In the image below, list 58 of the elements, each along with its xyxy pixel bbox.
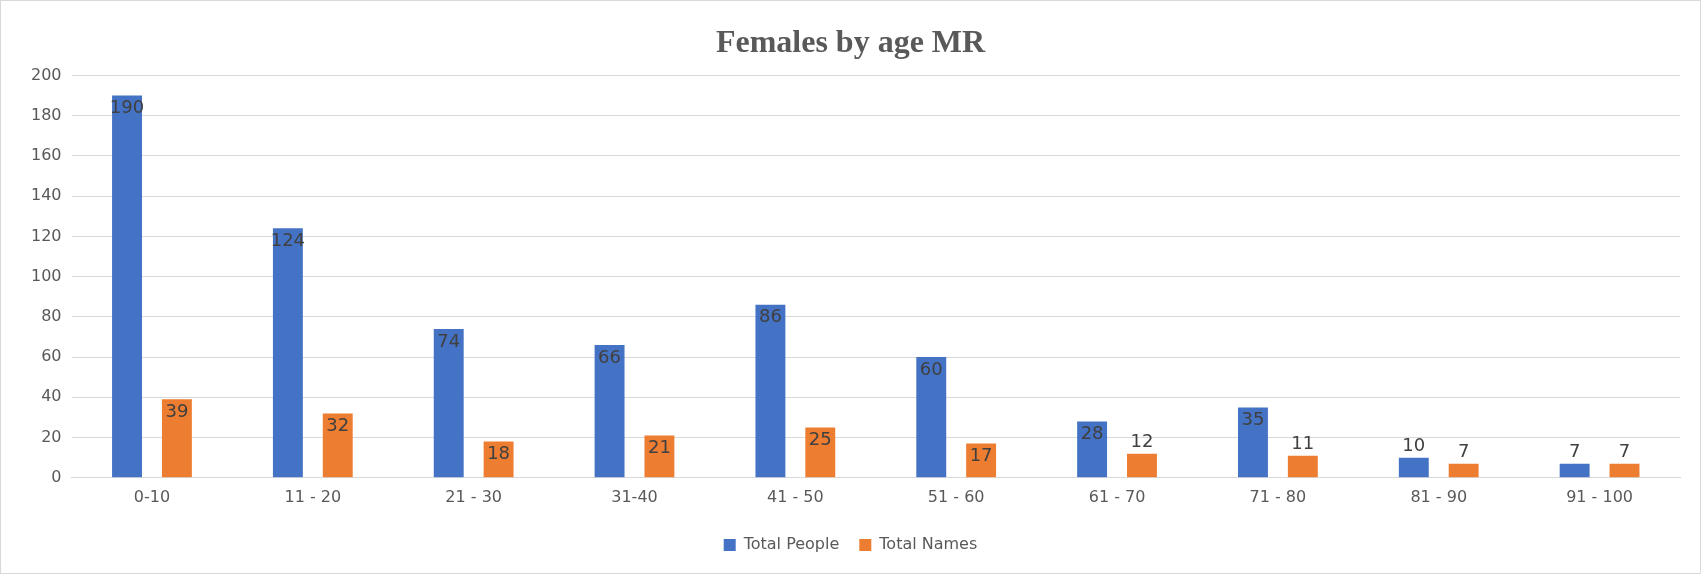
x-tick-label: 51 - 60 [927, 486, 985, 506]
y-tick-label: 20 [41, 426, 62, 446]
y-tick-label: 60 [41, 346, 62, 366]
chart-title: Females by age MR [715, 23, 987, 60]
data-label: 11 [1291, 432, 1315, 454]
bar [1609, 463, 1640, 478]
x-tick-label: 11 - 20 [284, 486, 342, 506]
bar [594, 345, 625, 478]
y-tick-label: 100 [30, 265, 62, 285]
x-tick-label: 81 - 90 [1410, 486, 1468, 506]
data-label: 17 [969, 444, 993, 466]
bar [433, 328, 464, 478]
y-tick-label: 160 [30, 145, 62, 165]
bar [1398, 457, 1429, 478]
y-tick-label: 180 [30, 104, 62, 124]
bar [322, 413, 353, 478]
x-tick-label: 31-40 [611, 486, 658, 506]
x-tick-label: 0-10 [133, 486, 171, 506]
legend-label: Total People [742, 534, 840, 554]
y-tick-label: 140 [30, 185, 62, 205]
bar [1559, 463, 1590, 478]
bar [755, 304, 786, 478]
data-label: 39 [165, 400, 189, 421]
bar [1127, 453, 1157, 478]
data-label: 7 [1618, 440, 1631, 462]
y-tick-label: 40 [41, 386, 62, 406]
data-label: 74 [437, 329, 461, 351]
data-label: 86 [758, 305, 782, 327]
bar [1237, 407, 1268, 478]
data-label: 60 [919, 357, 943, 379]
bar [1077, 421, 1108, 478]
data-label: 32 [326, 414, 350, 436]
bar [1448, 463, 1479, 478]
data-label: 7 [1568, 440, 1581, 462]
x-tick-label: 61 - 70 [1088, 486, 1146, 506]
bar [272, 228, 303, 478]
y-tick-label: 0 [51, 466, 62, 486]
bar [1287, 455, 1318, 478]
data-label: 12 [1130, 430, 1154, 452]
x-tick-label: 71 - 80 [1249, 486, 1307, 506]
legend-label: Total Names [878, 534, 978, 554]
bar [112, 95, 142, 478]
bar [161, 399, 192, 478]
data-label: 21 [647, 436, 671, 458]
y-tick-label: 120 [30, 225, 62, 245]
data-label: 28 [1080, 422, 1104, 444]
data-label: 25 [808, 428, 832, 450]
data-label: 35 [1241, 408, 1265, 430]
x-tick-label: 21 - 30 [445, 486, 502, 506]
y-tick-label: 80 [41, 306, 62, 325]
data-label: 10 [1402, 434, 1426, 456]
y-tick-label: 200 [30, 64, 62, 84]
bar [916, 357, 947, 478]
data-label: 18 [487, 442, 511, 464]
x-tick-label: 41 - 50 [767, 486, 824, 506]
data-label: 66 [598, 345, 622, 367]
x-tick-label: 91 - 100 [1566, 486, 1633, 506]
data-label: 7 [1457, 440, 1470, 462]
